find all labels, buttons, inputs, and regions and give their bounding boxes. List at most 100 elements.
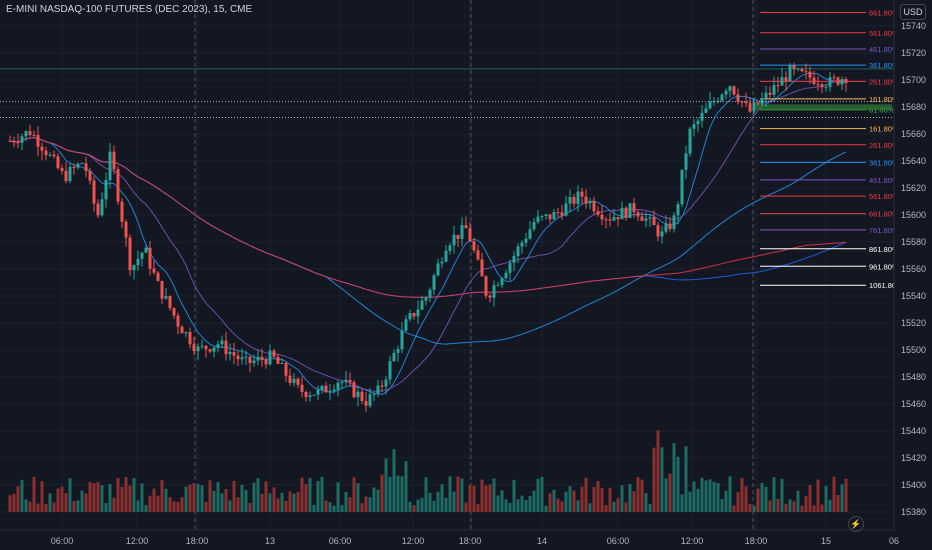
time-tick-label: 14 [537, 536, 547, 546]
volume-bar [88, 481, 92, 512]
fib-level-label: 461.80% [869, 45, 899, 54]
volume-bar [552, 489, 556, 512]
candle-body [364, 400, 368, 406]
candle-body [196, 346, 200, 352]
volume-bar [116, 478, 120, 512]
candle-body [308, 395, 312, 398]
volume-bar [680, 494, 684, 512]
volume-bar [124, 476, 128, 512]
candle-body [336, 382, 340, 390]
volume-bar [156, 495, 160, 512]
candle-body [368, 394, 372, 406]
symbol-title: E-MINI NASDAQ-100 FUTURES (DEC 2023), 15… [6, 4, 253, 15]
volume-bar [408, 501, 412, 512]
volume-bar [480, 479, 484, 512]
volume-bar [288, 491, 292, 512]
volume-bar [832, 476, 836, 512]
candle-body [784, 77, 788, 82]
price-tick-label: 15440 [901, 426, 926, 436]
candle-body [300, 384, 304, 393]
volume-bar [80, 490, 84, 512]
candle-body [164, 296, 168, 299]
volume-bar [776, 498, 780, 512]
time-tick-label: 06 [889, 536, 899, 546]
volume-bar [120, 486, 124, 512]
candle-body [612, 217, 616, 221]
price-axis[interactable]: 15380 15400 15420 15440 15460 15480 15500 15520… [893, 0, 932, 550]
moving-average-line [9, 137, 847, 298]
volume-bar [460, 478, 464, 512]
volume-bar [328, 502, 332, 512]
volume-bar [316, 481, 320, 512]
candle-body [428, 289, 432, 298]
volume-bar [276, 498, 280, 512]
time-axis[interactable]: 06:00 12:00 18:00 13 06:00 12:00 18:00 14 06:00 1… [0, 529, 899, 546]
volume-bar [632, 491, 636, 512]
candle-body [172, 308, 176, 316]
candle-body [572, 196, 576, 204]
volume-bar [204, 501, 208, 512]
candle-body [696, 120, 700, 125]
candle-body [48, 154, 52, 156]
volume-bars [8, 430, 848, 512]
volume-bar [468, 484, 472, 512]
volume-bar [196, 483, 200, 512]
candle-body [100, 199, 104, 216]
volume-bar [224, 489, 228, 512]
candle-body [632, 203, 636, 213]
candle-body [800, 68, 804, 72]
candle-body [24, 131, 28, 137]
candle-body [456, 234, 460, 239]
candle-body [844, 79, 848, 83]
time-tick-label: 12:00 [402, 536, 425, 546]
candle-body [128, 237, 132, 271]
fib-level-label: 661.80% [869, 210, 899, 219]
volume-bar [16, 486, 20, 512]
candle-body [420, 300, 424, 310]
volume-bar [164, 488, 168, 512]
volume-bar [256, 478, 260, 512]
volume-bar [796, 490, 800, 512]
volume-bar [508, 502, 512, 512]
currency-button[interactable]: USD [900, 4, 926, 20]
volume-bar [304, 483, 308, 512]
price-tick-label: 15660 [901, 129, 926, 139]
volume-bar [40, 481, 44, 512]
candle-body [692, 124, 696, 129]
candle-body [628, 203, 632, 218]
volume-bar [184, 486, 188, 512]
candle-body [592, 201, 596, 212]
volume-bar [456, 476, 460, 512]
price-tick-label: 15540 [901, 291, 926, 301]
volume-bar [764, 486, 768, 512]
volume-bar [744, 486, 748, 512]
candle-body [376, 385, 380, 394]
candle-body [380, 385, 384, 387]
fib-level-label: 261.80% [869, 77, 899, 86]
volume-bar [228, 500, 232, 512]
candle-body [184, 332, 188, 334]
candle-body [468, 228, 472, 242]
volume-bar [376, 489, 380, 512]
candle-body [80, 163, 84, 165]
volume-bar [624, 502, 628, 512]
volume-bar [380, 474, 384, 512]
volume-bar [28, 501, 32, 512]
volume-bar [492, 478, 496, 512]
volume-bar [844, 478, 848, 512]
volume-bar [728, 476, 732, 512]
volume-bar [400, 476, 404, 512]
candle-body [56, 156, 60, 169]
candle-body [240, 357, 244, 360]
volume-bar [332, 505, 336, 512]
volume-bar [688, 491, 692, 512]
volume-bar [700, 477, 704, 512]
time-tick-label: 12:00 [126, 536, 149, 546]
fib-level-label: 161.80% [869, 125, 899, 134]
volume-bar [788, 499, 792, 512]
price-axis-bg [894, 0, 932, 550]
lightning-icon[interactable]: ⚡ [848, 516, 864, 532]
fib-level-label: 161.80% [869, 95, 899, 104]
price-tick-label: 15500 [901, 345, 926, 355]
